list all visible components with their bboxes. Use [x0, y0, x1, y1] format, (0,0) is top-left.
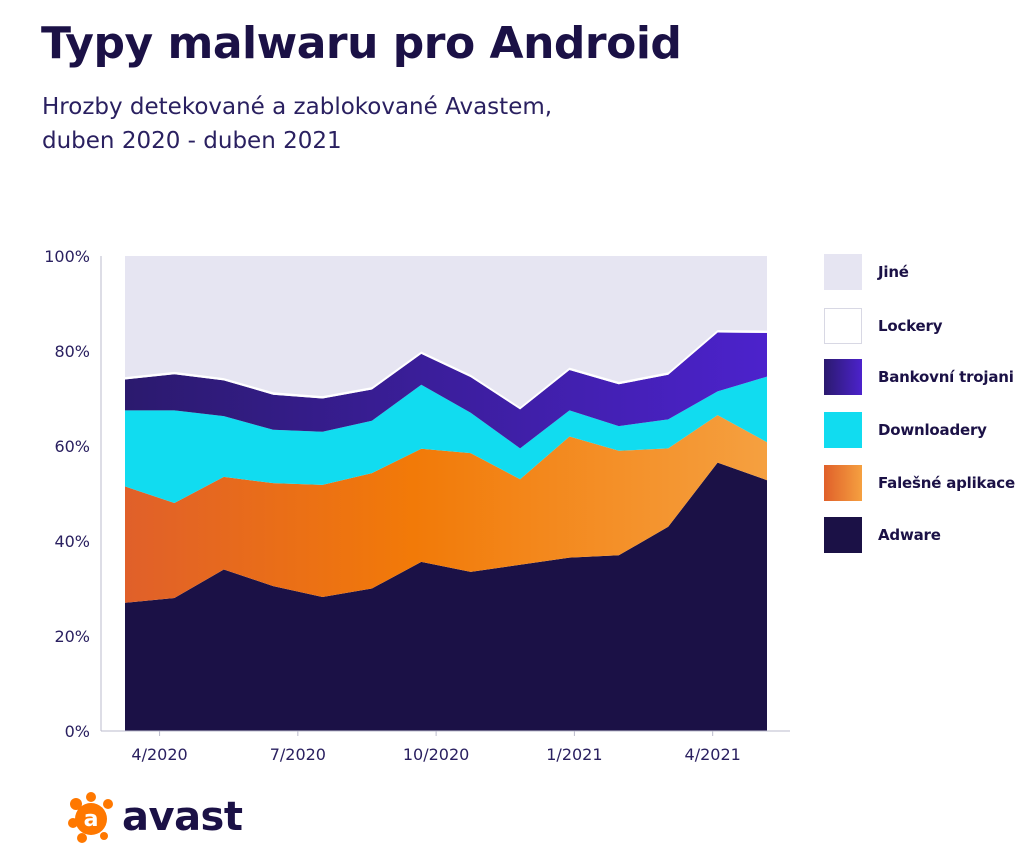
avast-logo-icon: a — [68, 792, 113, 843]
chart-subtitle: Hrozby detekované a zablokované Avastem,… — [42, 90, 552, 158]
legend-swatch-adware — [824, 517, 862, 553]
subtitle-line-2: duben 2020 - duben 2021 — [42, 128, 342, 154]
legend-item-downloadery: Downloadery — [824, 412, 987, 448]
legend-item-falesne-aplikace: Falešné aplikace — [824, 465, 1015, 501]
x-tick-label: 10/2020 — [403, 745, 469, 764]
chart-areas — [125, 256, 767, 731]
avast-logo-text: avast — [122, 794, 243, 840]
area-falesne_aplikace — [125, 415, 767, 603]
legend-item-bankovni-trojani: Bankovní trojani — [824, 359, 1014, 395]
x-tick-labels: 4/2020 7/2020 10/2020 1/2021 4/2021 — [131, 731, 741, 764]
x-tick-label: 7/2020 — [270, 745, 326, 764]
legend-label-falesne-aplikace: Falešné aplikace — [878, 474, 1015, 492]
y-tick-label: 0% — [65, 722, 90, 741]
legend-item-adware: Adware — [824, 517, 941, 553]
chart-title: Typy malwaru pro Android — [41, 18, 682, 69]
legend-label-downloadery: Downloadery — [878, 421, 987, 439]
legend-label-jine: Jiné — [878, 263, 909, 281]
x-tick-label: 4/2020 — [131, 745, 187, 764]
legend-swatch-lockery — [824, 308, 862, 344]
legend-item-lockery: Lockery — [824, 308, 942, 344]
legend-item-jine: Jiné — [824, 254, 909, 290]
legend-swatch-bankovni-trojani — [824, 359, 862, 395]
legend-swatch-falesne-aplikace — [824, 465, 862, 501]
area-bankovni_trojani — [125, 332, 767, 449]
subtitle-line-1: Hrozby detekované a zablokované Avastem, — [42, 94, 553, 120]
legend-label-adware: Adware — [878, 526, 941, 544]
area-jine — [125, 256, 767, 408]
y-tick-label: 100% — [44, 247, 90, 266]
y-tick-label: 80% — [54, 342, 90, 361]
y-tick-label: 40% — [54, 532, 90, 551]
area-adware — [125, 462, 767, 731]
legend-swatch-downloadery — [824, 412, 862, 448]
y-tick-label: 20% — [54, 627, 90, 646]
y-tick-labels: 0% 20% 40% 60% 80% 100% — [44, 247, 90, 741]
legend-label-bankovni-trojani: Bankovní trojani — [878, 368, 1014, 386]
legend-swatch-jine — [824, 254, 862, 290]
area-downloadery — [125, 376, 767, 503]
y-tick-label: 60% — [54, 437, 90, 456]
x-tick-label: 1/2021 — [546, 745, 602, 764]
legend-label-lockery: Lockery — [878, 317, 943, 335]
avast-logo: a avast — [64, 790, 243, 844]
x-tick-label: 4/2021 — [685, 745, 741, 764]
svg-text:a: a — [84, 807, 99, 832]
chart-axes — [100, 256, 790, 732]
